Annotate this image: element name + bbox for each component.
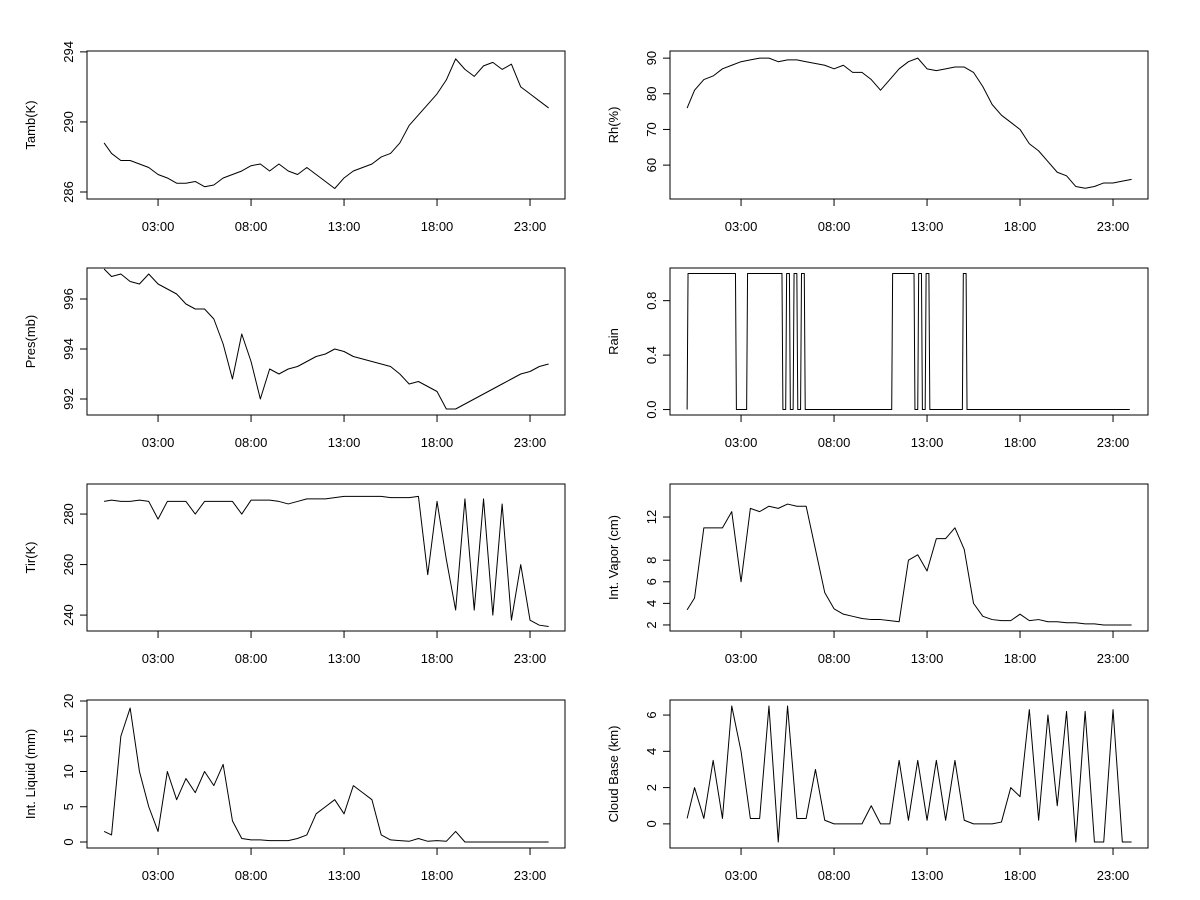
y-tick-label: 294 (61, 41, 76, 63)
x-tick-label: 18:00 (1004, 868, 1037, 883)
y-tick-label: 240 (61, 604, 76, 626)
data-line (686, 57, 1132, 189)
x-tick-label: 18:00 (1004, 651, 1037, 666)
y-tick-label: 2 (644, 621, 659, 628)
x-tick-label: 23:00 (514, 435, 547, 450)
y-tick-label: 8 (644, 557, 659, 564)
x-tick-label: 18:00 (421, 651, 454, 666)
y-axis-label: Cloud Base (km) (606, 726, 621, 823)
plot-frame (86, 267, 566, 416)
x-tick-label: 08:00 (818, 651, 851, 666)
x-tick-label: 23:00 (514, 868, 547, 883)
plot-frame (86, 50, 566, 200)
x-tick-label: 03:00 (142, 868, 175, 883)
y-tick-label: 286 (61, 181, 76, 203)
x-tick-label: 08:00 (235, 651, 268, 666)
y-tick-label: 260 (61, 554, 76, 576)
x-tick-label: 23:00 (514, 219, 547, 234)
x-tick-label: 23:00 (1097, 219, 1130, 234)
data-line (103, 707, 549, 843)
y-tick-label: 0 (61, 838, 76, 845)
y-tick-label: 992 (61, 388, 76, 410)
y-tick-label: 0.0 (644, 401, 659, 419)
y-tick-label: 994 (61, 338, 76, 360)
x-tick-label: 13:00 (911, 435, 944, 450)
data-line (686, 705, 1132, 843)
y-tick-label: 6 (644, 711, 659, 718)
x-tick-label: 03:00 (725, 219, 758, 234)
y-axis-label: Tamb(K) (23, 100, 38, 149)
y-axis-label: Rain (606, 328, 621, 355)
y-axis-label: Int. Liquid (mm) (23, 729, 38, 819)
data-line (686, 503, 1132, 626)
y-tick-label: 12 (644, 510, 659, 524)
y-axis-label: Int. Vapor (cm) (606, 515, 621, 600)
y-tick-label: 80 (644, 87, 659, 101)
x-tick-label: 13:00 (328, 868, 361, 883)
x-tick-label: 13:00 (911, 651, 944, 666)
x-tick-label: 08:00 (818, 219, 851, 234)
x-tick-label: 08:00 (818, 868, 851, 883)
y-tick-label: 4 (644, 600, 659, 607)
y-tick-label: 0.4 (644, 346, 659, 364)
y-axis-label: Tir(K) (23, 541, 38, 573)
x-tick-label: 03:00 (725, 651, 758, 666)
y-tick-label: 70 (644, 122, 659, 136)
x-tick-label: 03:00 (142, 435, 175, 450)
data-line (103, 268, 549, 410)
x-tick-label: 08:00 (235, 435, 268, 450)
y-tick-label: 0.8 (644, 292, 659, 310)
x-tick-label: 03:00 (725, 435, 758, 450)
x-tick-label: 08:00 (818, 435, 851, 450)
plot-frame (86, 699, 566, 849)
y-tick-label: 280 (61, 503, 76, 525)
y-tick-label: 6 (644, 578, 659, 585)
y-tick-label: 996 (61, 288, 76, 310)
x-tick-label: 08:00 (235, 219, 268, 234)
x-tick-label: 18:00 (421, 868, 454, 883)
data-line (686, 272, 1130, 411)
y-tick-label: 2 (644, 784, 659, 791)
x-tick-label: 08:00 (235, 868, 268, 883)
y-tick-label: 15 (61, 729, 76, 743)
y-axis-label: Rh(%) (606, 107, 621, 144)
data-line (103, 58, 549, 189)
x-tick-label: 03:00 (725, 868, 758, 883)
x-tick-label: 03:00 (142, 651, 175, 666)
y-tick-label: 10 (61, 764, 76, 778)
plot-frame (669, 267, 1149, 416)
x-tick-label: 18:00 (1004, 435, 1037, 450)
x-tick-label: 03:00 (142, 219, 175, 234)
y-tick-label: 4 (644, 748, 659, 755)
y-tick-label: 0 (644, 820, 659, 827)
x-tick-label: 23:00 (514, 651, 547, 666)
x-tick-label: 23:00 (1097, 435, 1130, 450)
plot-frame (669, 699, 1149, 849)
x-tick-label: 18:00 (421, 435, 454, 450)
plot-frame (669, 50, 1149, 200)
x-tick-label: 18:00 (1004, 219, 1037, 234)
plot-frame (86, 483, 566, 632)
y-tick-label: 5 (61, 803, 76, 810)
y-tick-label: 290 (61, 111, 76, 133)
x-tick-label: 13:00 (911, 868, 944, 883)
x-tick-label: 13:00 (328, 435, 361, 450)
x-tick-label: 23:00 (1097, 868, 1130, 883)
data-line (104, 495, 549, 627)
x-tick-label: 23:00 (1097, 651, 1130, 666)
y-tick-label: 60 (644, 158, 659, 172)
x-tick-label: 18:00 (421, 219, 454, 234)
x-tick-label: 13:00 (328, 219, 361, 234)
x-tick-label: 13:00 (328, 651, 361, 666)
x-tick-label: 13:00 (911, 219, 944, 234)
plot-frame (669, 483, 1149, 632)
y-tick-label: 90 (644, 51, 659, 65)
y-axis-label: Pres(mb) (23, 315, 38, 368)
y-tick-label: 20 (61, 694, 76, 708)
